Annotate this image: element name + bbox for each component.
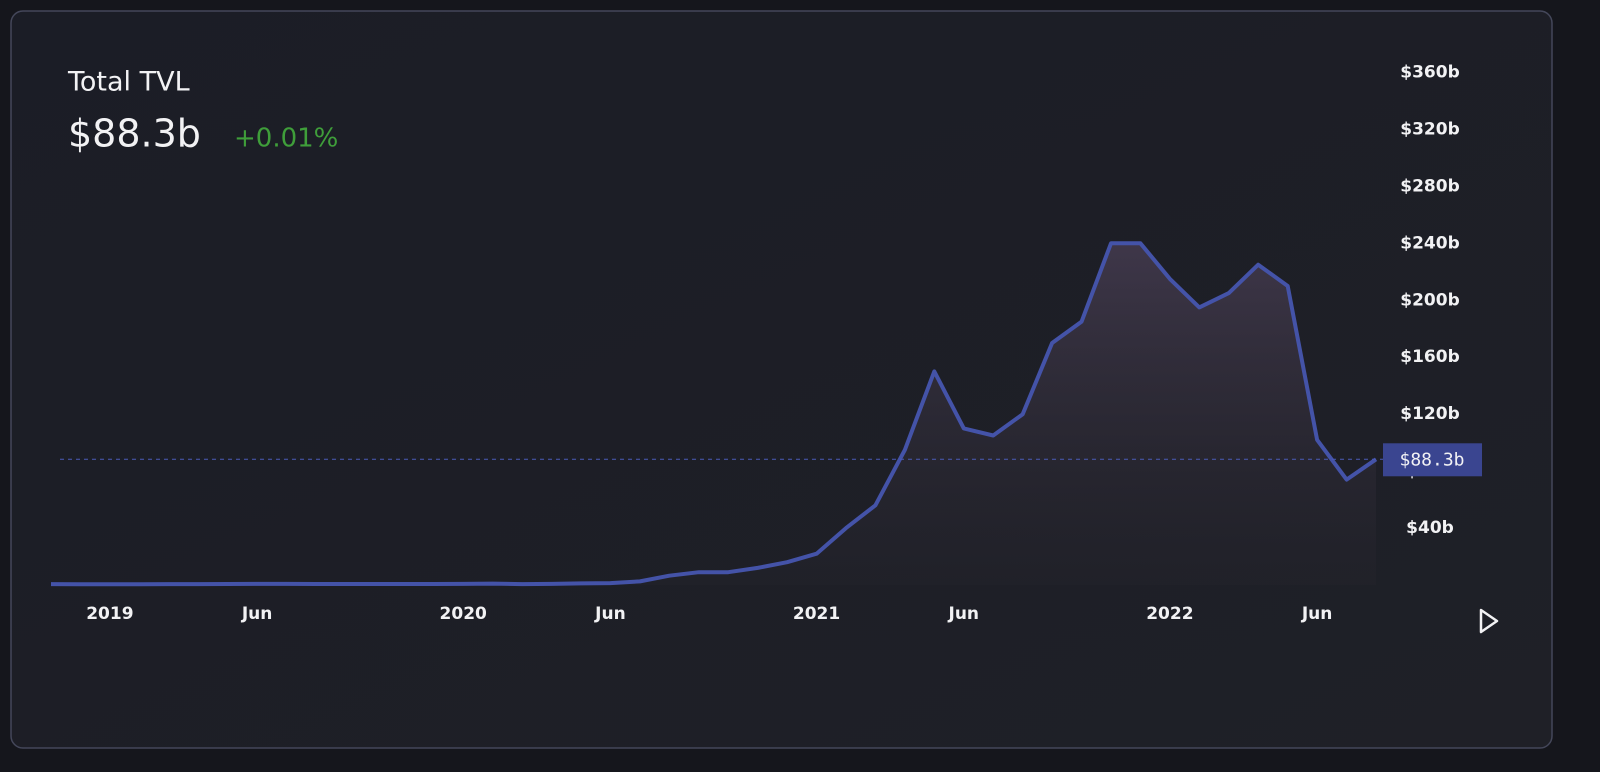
y-tick-label: $280b xyxy=(1400,176,1459,196)
y-tick-label: $240b xyxy=(1400,233,1459,253)
x-tick-label: 2020 xyxy=(440,604,487,624)
line xyxy=(50,241,1378,587)
x-tick-label: 2019 xyxy=(86,604,133,624)
x-tick-label: Jun xyxy=(948,604,980,624)
x-tick-label: 2022 xyxy=(1146,604,1193,624)
current-tag-label: $88.3b xyxy=(1399,449,1464,470)
y-tick-label: $200b xyxy=(1400,290,1459,310)
x-tick-label: Jun xyxy=(241,604,273,624)
x-tick-label: Jun xyxy=(1301,604,1333,624)
x-tick-label: Jun xyxy=(594,604,626,624)
current-tag xyxy=(1383,443,1482,477)
change: +0.01% xyxy=(234,124,338,154)
area xyxy=(51,243,1376,586)
play-button[interactable] xyxy=(1479,608,1499,634)
y-tick-label: $160b xyxy=(1400,347,1459,367)
current-value: $88.3b xyxy=(68,112,201,156)
x-tick-label: 2021 xyxy=(793,604,840,624)
y-tick-label: $360b xyxy=(1400,62,1459,82)
y-tick-label: $320b xyxy=(1400,119,1459,139)
y-tick-label: $120b xyxy=(1400,404,1459,424)
card xyxy=(10,10,1553,749)
chart-title: Total TVL xyxy=(67,67,190,98)
y-tick-label: $40b xyxy=(1406,518,1454,538)
plot: $40b$80b$120b$160b$200b$240b$280b$320b$3… xyxy=(50,62,1482,624)
